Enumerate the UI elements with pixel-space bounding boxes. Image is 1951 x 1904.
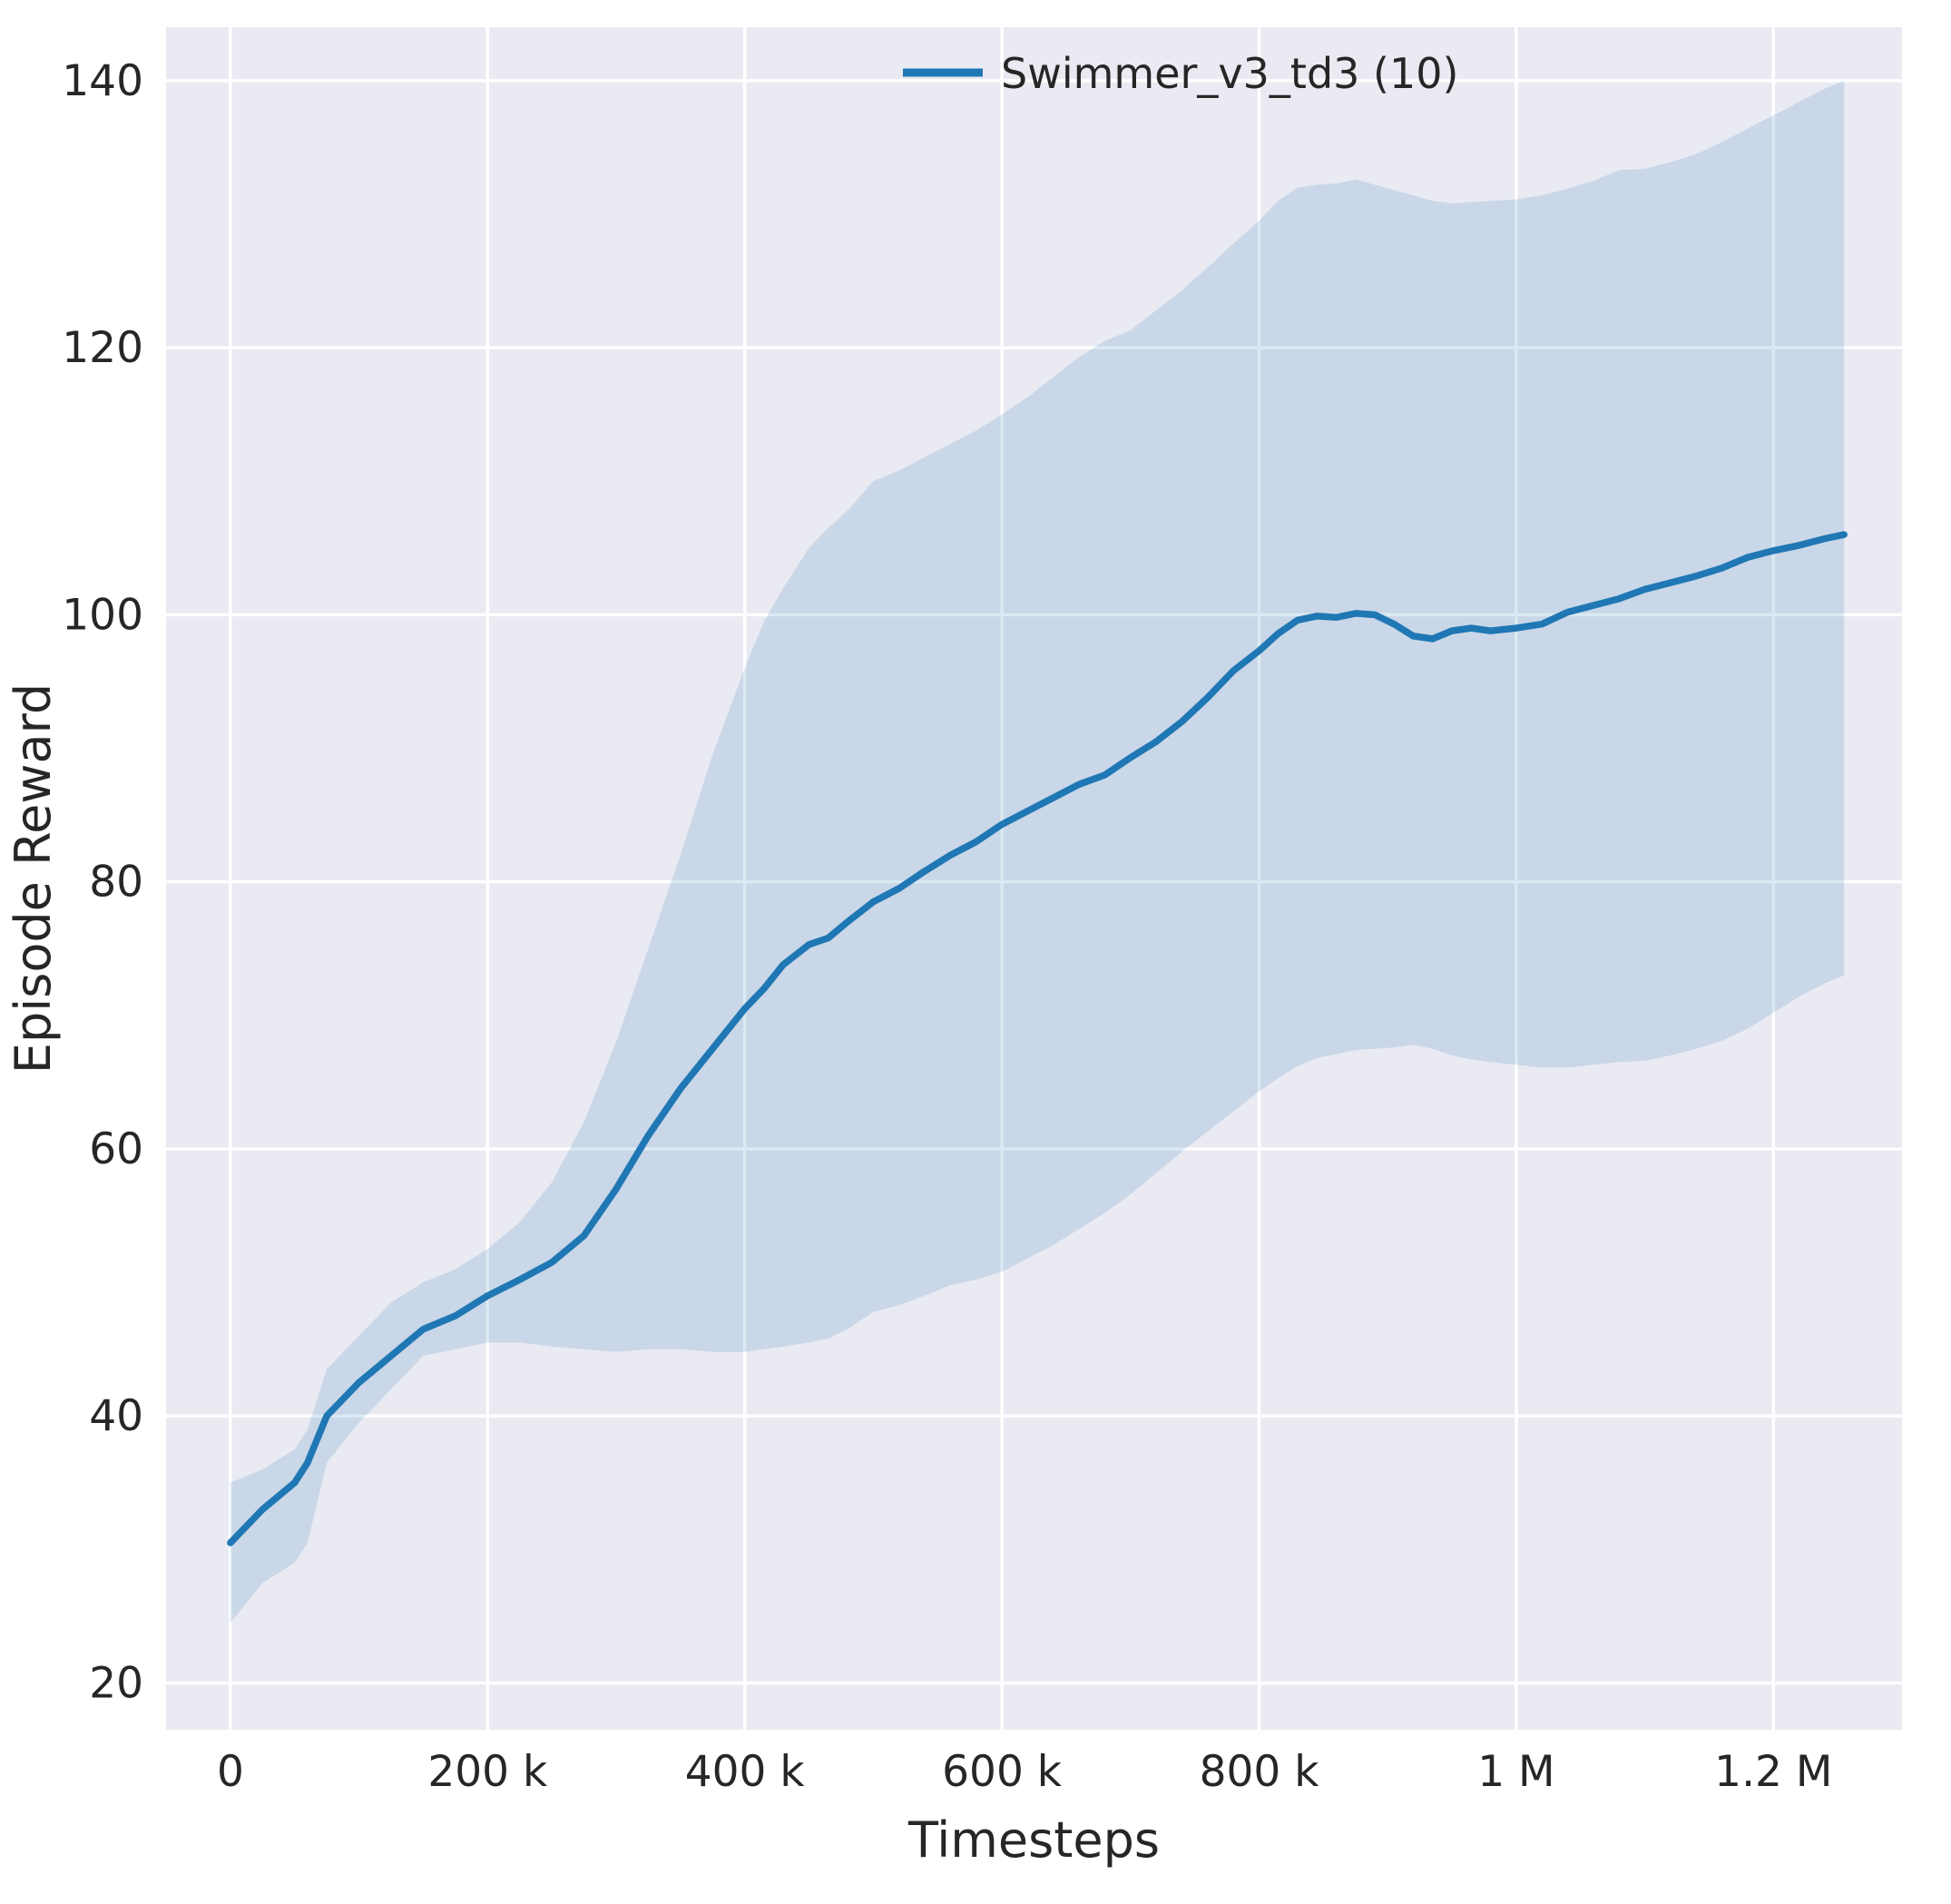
x-axis-label: Timesteps xyxy=(907,1811,1160,1869)
x-tick-label: 1 M xyxy=(1477,1747,1554,1797)
y-axis-label: Episode Reward xyxy=(5,683,62,1074)
y-tick-label: 20 xyxy=(89,1659,143,1709)
y-tick-label: 100 xyxy=(62,590,143,640)
y-tick-label: 60 xyxy=(89,1124,143,1174)
x-tick-label: 400 k xyxy=(685,1747,806,1797)
x-tick-labels: 0 200 k 400 k 600 k 800 k 1 M 1.2 M xyxy=(217,1747,1832,1797)
x-tick-label: 800 k xyxy=(1200,1747,1320,1797)
y-tick-label: 120 xyxy=(62,323,143,373)
confidence-band xyxy=(230,80,1845,1624)
mean-line xyxy=(227,531,1848,1546)
x-tick-label: 1.2 M xyxy=(1714,1747,1832,1797)
x-tick-label: 600 k xyxy=(942,1747,1063,1797)
y-tick-label: 40 xyxy=(89,1391,143,1441)
legend-label: Swimmer_v3_td3 (10) xyxy=(1001,49,1458,98)
y-tick-label: 140 xyxy=(62,56,143,106)
legend: Swimmer_v3_td3 (10) xyxy=(903,49,1458,98)
gridlines xyxy=(166,27,1902,1730)
x-tick-label: 200 k xyxy=(427,1747,548,1797)
y-tick-labels: 20 40 60 80 100 120 140 xyxy=(62,56,143,1709)
plot-background xyxy=(166,27,1902,1730)
y-tick-label: 80 xyxy=(89,858,143,908)
x-tick-label: 0 xyxy=(217,1747,244,1797)
